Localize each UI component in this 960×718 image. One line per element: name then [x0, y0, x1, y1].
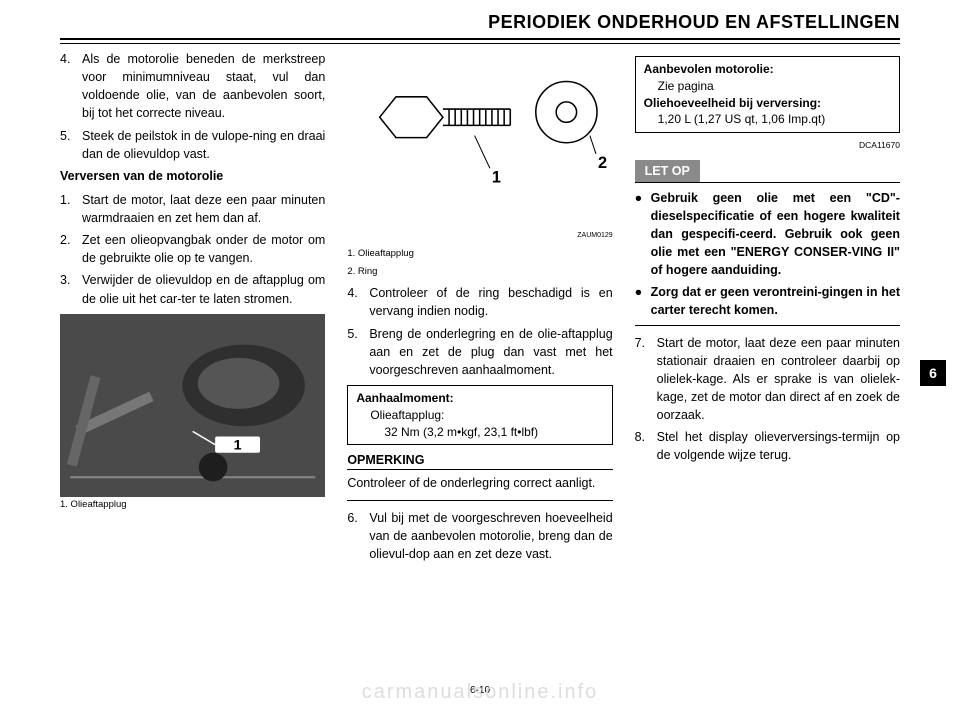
page-title: PERIODIEK ONDERHOUD EN AFSTELLINGEN [488, 12, 900, 33]
oil-box-l2: Zie pagina [644, 78, 891, 95]
item-text: Stel het display olieverversings-termijn… [657, 428, 900, 464]
figure-caption-2: 2. Ring [347, 266, 612, 278]
item-number: 5. [347, 325, 369, 379]
manual-page: PERIODIEK ONDERHOUD EN AFSTELLINGEN 6 4.… [0, 0, 960, 718]
item-text: Vul bij met de voorgeschreven hoeveelhei… [369, 509, 612, 563]
list-item: 2. Zet een olieopvangbak onder de motor … [60, 231, 325, 267]
column-3: Aanbevolen motorolie: Zie pagina Oliehoe… [635, 50, 900, 658]
note-text: Controleer of de onderlegring correct aa… [347, 474, 612, 492]
item-text: Controleer of de ring beschadigd is en v… [369, 284, 612, 320]
note-heading: OPMERKING [347, 453, 424, 467]
figure-bolt-ring: 1 2 [347, 56, 612, 229]
list-item: 4. Controleer of de ring beschadigd is e… [347, 284, 612, 320]
content-columns: 4. Als de motorolie beneden de merkstree… [60, 50, 900, 658]
item-number: 5. [60, 127, 82, 163]
item-number: 1. [60, 191, 82, 227]
figure-underside: 1 [60, 314, 325, 498]
spec-title: Aanhaalmoment: [356, 390, 603, 407]
caution-bullet: ● Zorg dat er geen verontreini-gingen in… [635, 283, 900, 319]
header-rule [60, 38, 900, 44]
sub-heading: Verversen van de motorolie [60, 167, 325, 185]
note-heading-row: OPMERKING [347, 451, 612, 470]
list-item: 7. Start de motor, laat deze een paar mi… [635, 334, 900, 425]
column-1: 4. Als de motorolie beneden de merkstree… [60, 50, 325, 658]
caution-bullet: ● Gebruik geen olie met een "CD"-diesels… [635, 189, 900, 280]
list-item: 6. Vul bij met de voorgeschreven hoeveel… [347, 509, 612, 563]
caution-underline [635, 324, 900, 326]
torque-spec-box: Aanhaalmoment: Olieaftapplug: 32 Nm (3,2… [347, 385, 612, 445]
figure-caption: 1. Olieaftapplug [60, 499, 325, 511]
oil-box-l1: Aanbevolen motorolie: [644, 61, 891, 78]
item-text: Breng de onderlegring en de olie-aftappl… [369, 325, 612, 379]
item-number: 4. [347, 284, 369, 320]
oil-box-l4: 1,20 L (1,27 US qt, 1,06 Imp.qt) [644, 111, 891, 128]
item-text: Als de motorolie beneden de merkstreep v… [82, 50, 325, 123]
item-number: 6. [347, 509, 369, 563]
figure-caption-1: 1. Olieaftapplug [347, 248, 612, 260]
item-text: Zet een olieopvangbak onder de motor om … [82, 231, 325, 267]
item-number: 4. [60, 50, 82, 123]
list-item: 5. Breng de onderlegring en de olie-afta… [347, 325, 612, 379]
chapter-tab: 6 [920, 360, 946, 386]
caution-heading-row: LET OP [635, 160, 900, 183]
bullet-text: Gebruik geen olie met een "CD"-dieselspe… [651, 189, 900, 280]
list-item: 3. Verwijder de olievuldop en de aftappl… [60, 271, 325, 307]
callout-1: 1 [492, 169, 501, 187]
bullet-icon: ● [635, 189, 651, 280]
caution-label: LET OP [635, 160, 700, 182]
callout-2: 2 [598, 154, 607, 172]
item-text: Steek de peilstok in de vulope-ning en d… [82, 127, 325, 163]
item-number: 7. [635, 334, 657, 425]
item-text: Start de motor, laat deze een paar minut… [657, 334, 900, 425]
callout-1: 1 [234, 437, 242, 453]
list-item: 5. Steek de peilstok in de vulope-ning e… [60, 127, 325, 163]
item-text: Start de motor, laat deze een paar minut… [82, 191, 325, 227]
item-number: 8. [635, 428, 657, 464]
item-number: 3. [60, 271, 82, 307]
item-text: Verwijder de olievuldop en de aftapplug … [82, 271, 325, 307]
watermark: carmanualsonline.info [0, 681, 960, 704]
ref-code: DCA11670 [635, 139, 900, 151]
bullet-icon: ● [635, 283, 651, 319]
list-item: 4. Als de motorolie beneden de merkstree… [60, 50, 325, 123]
list-item: 1. Start de motor, laat deze een paar mi… [60, 191, 325, 227]
spec-line-1: Olieaftapplug: [356, 407, 603, 424]
figure-code: ZAUM0129 [347, 231, 612, 241]
note-underline [347, 499, 612, 501]
oil-spec-box: Aanbevolen motorolie: Zie pagina Oliehoe… [635, 56, 900, 133]
column-2: 1 2 ZAUM0129 1. Olieaftapplug 2. Ring 4.… [347, 50, 612, 658]
item-number: 2. [60, 231, 82, 267]
list-item: 8. Stel het display olieverversings-term… [635, 428, 900, 464]
spec-line-2: 32 Nm (3,2 m•kgf, 23,1 ft•lbf) [356, 424, 603, 441]
bullet-text: Zorg dat er geen verontreini-gingen in h… [651, 283, 900, 319]
oil-box-l3: Oliehoeveelheid bij verversing: [644, 95, 891, 112]
